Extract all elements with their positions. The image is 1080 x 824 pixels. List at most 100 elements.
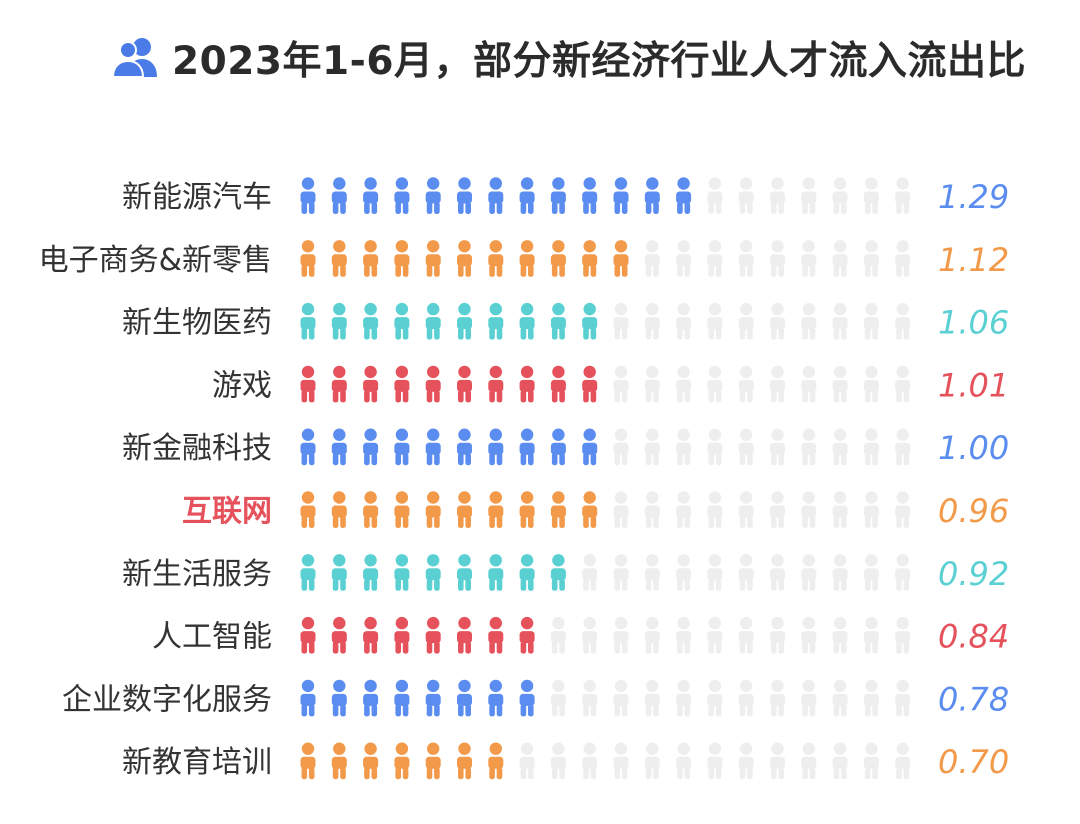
person-icon-empty <box>832 428 848 466</box>
person-icon-empty <box>550 616 566 654</box>
person-icon-filled <box>550 491 566 528</box>
person-icon-empty <box>832 365 848 403</box>
person-icon-filled <box>394 365 410 403</box>
person-icon-filled <box>300 679 316 717</box>
person-icon-filled <box>519 302 535 340</box>
category-label: 游戏 <box>212 368 272 403</box>
person-icon-filled <box>425 742 441 780</box>
person-icon-empty <box>770 177 785 214</box>
person-icon-filled <box>519 554 535 591</box>
person-icon-empty <box>613 365 629 403</box>
person-icon-filled <box>300 302 316 340</box>
category-label: 新能源汽车 <box>122 180 272 215</box>
person-icon-empty <box>801 177 817 214</box>
person-icon-filled <box>331 742 347 780</box>
person-icon-empty <box>895 428 911 466</box>
person-icon-filled <box>363 616 379 654</box>
person-icon-filled <box>425 491 441 528</box>
chart-row: 游戏 1.01 <box>212 365 1009 404</box>
person-icon-filled <box>457 177 472 214</box>
person-icon-filled <box>331 554 347 591</box>
person-icon-empty <box>832 491 848 528</box>
person-icon-filled <box>363 491 379 528</box>
person-icon-empty <box>676 491 692 528</box>
person-icon-filled <box>488 616 504 654</box>
person-icon-empty <box>770 240 785 277</box>
person-icon-filled <box>425 679 441 717</box>
person-icon-empty <box>895 679 911 717</box>
person-icon-empty <box>895 491 911 528</box>
value-label: 0.84 <box>938 618 1009 656</box>
person-icon-filled <box>519 616 535 654</box>
value-label: 1.00 <box>938 429 1009 467</box>
person-icon-empty <box>738 742 754 780</box>
person-icon-filled <box>488 177 504 214</box>
chart-row: 新教育培训 0.70 <box>122 742 1009 781</box>
person-icon-empty <box>707 240 723 277</box>
person-icon-empty <box>582 679 598 717</box>
person-icon-filled <box>363 679 379 717</box>
person-icon-filled <box>613 240 629 277</box>
person-icon-filled <box>550 177 566 214</box>
person-icon-filled <box>363 428 379 466</box>
person-icon-empty <box>895 177 911 214</box>
person-icon-empty <box>738 554 754 591</box>
person-icon-empty <box>863 616 879 654</box>
person-icon-empty <box>832 302 848 340</box>
person-icon-empty <box>519 742 535 780</box>
person-icon-filled <box>363 742 379 780</box>
person-icon-empty <box>832 616 848 654</box>
person-icon-filled <box>363 240 379 277</box>
person-icon-filled <box>582 177 598 214</box>
person-icon-empty <box>644 616 660 654</box>
person-icon-empty <box>613 679 629 717</box>
person-icon-filled <box>331 365 347 403</box>
person-icon-filled <box>331 240 347 277</box>
person-icon-filled <box>363 302 379 340</box>
value-label: 0.70 <box>938 743 1009 781</box>
person-icon-empty <box>613 428 629 466</box>
person-icon-empty <box>707 616 723 654</box>
person-icon-filled <box>519 491 535 528</box>
person-icon-empty <box>644 491 660 528</box>
person-icon-empty <box>738 177 754 214</box>
person-icon-empty <box>832 177 848 214</box>
value-label: 1.01 <box>938 366 1009 404</box>
person-icon-filled <box>488 302 504 340</box>
person-icon-empty <box>707 177 723 214</box>
person-icon-empty <box>863 679 879 717</box>
person-icon-filled <box>394 177 410 214</box>
category-label: 新生物医药 <box>122 306 272 341</box>
person-icon-filled <box>394 428 410 466</box>
person-icon-filled <box>394 742 410 780</box>
person-icon-empty <box>863 428 879 466</box>
person-icon-empty <box>644 240 660 277</box>
chart-title: 2023年1-6月，部分新经济行业人才流入流出比 <box>172 39 1027 84</box>
person-icon-filled <box>457 679 472 717</box>
person-icon-empty <box>895 365 911 403</box>
chart-row: 互联网 0.96 <box>182 491 1009 530</box>
person-icon-empty <box>863 177 879 214</box>
person-icon-filled <box>488 428 504 466</box>
category-label: 新生活服务 <box>122 557 272 592</box>
person-icon-filled <box>457 616 472 654</box>
person-icon-filled <box>300 742 316 780</box>
person-icon-filled <box>582 302 598 340</box>
value-label: 1.12 <box>938 241 1009 279</box>
person-icon-filled <box>331 616 347 654</box>
person-icon-empty <box>676 679 692 717</box>
person-icon-filled <box>331 428 347 466</box>
person-icon-empty <box>895 240 911 277</box>
person-icon-empty <box>801 365 817 403</box>
person-icon-filled <box>582 365 598 403</box>
person-icon-filled <box>331 679 347 717</box>
person-icon-empty <box>707 365 723 403</box>
person-icon-empty <box>895 554 911 591</box>
value-label: 1.29 <box>938 178 1009 216</box>
category-label: 人工智能 <box>152 620 272 655</box>
person-icon-filled <box>676 177 692 214</box>
person-icon-empty <box>863 240 879 277</box>
person-icon-filled <box>457 302 472 340</box>
value-label: 0.78 <box>938 680 1009 718</box>
person-icon-filled <box>425 616 441 654</box>
